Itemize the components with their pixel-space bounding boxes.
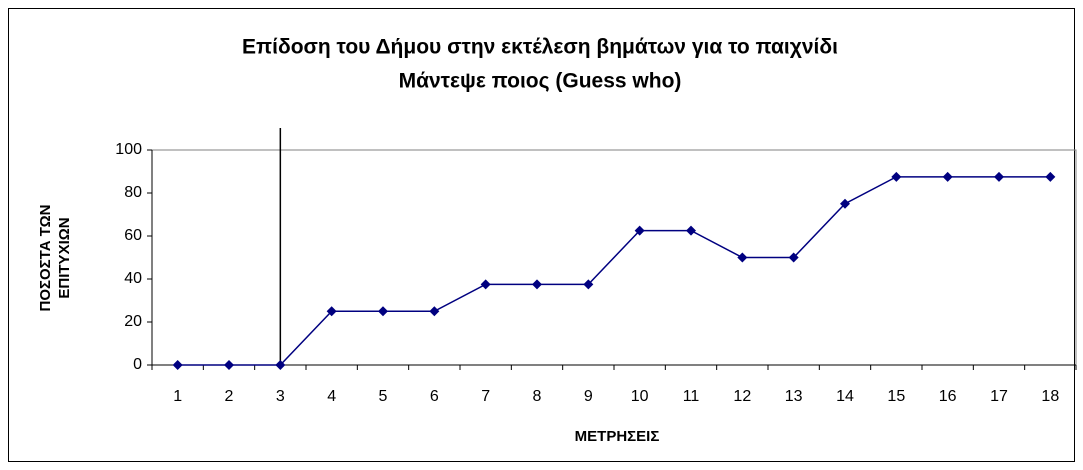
marker	[275, 360, 286, 370]
x-tick-label: 8	[533, 388, 542, 405]
y-tick-label: 20	[124, 313, 142, 330]
marker	[788, 252, 799, 263]
marker	[583, 279, 594, 290]
marker	[942, 171, 953, 182]
x-tick-label: 13	[785, 388, 803, 405]
marker	[326, 306, 337, 317]
marker	[224, 360, 234, 370]
x-tick-label: 10	[631, 388, 649, 405]
x-tick-label: 1	[173, 388, 182, 405]
y-tick-label: 0	[133, 356, 142, 373]
marker	[429, 306, 440, 317]
chart-title: Επίδοση του Δήμου στην εκτέλεση βημάτων …	[242, 36, 838, 59]
plot-border	[152, 149, 1077, 365]
marker	[172, 360, 183, 370]
x-tick-label: 9	[584, 388, 593, 405]
marker	[737, 252, 748, 263]
x-tick-label: 12	[733, 388, 751, 405]
series-line	[177, 176, 1051, 366]
y-axis-title: ΠΟΣΟΣΤΑ ΤΩΝ	[37, 205, 54, 312]
chart-title: Μάντεψε ποιος (Guess who)	[399, 70, 682, 93]
x-tick-label: 5	[379, 388, 388, 405]
x-tick-label: 4	[327, 388, 336, 405]
y-tick-label: 40	[124, 270, 142, 287]
marker	[994, 171, 1004, 182]
marker	[1045, 171, 1056, 182]
y-tick-label: 100	[115, 141, 142, 158]
x-axis-title: ΜΕΤΡΗΣΕΙΣ	[575, 428, 660, 445]
marker	[891, 171, 902, 182]
marker	[532, 279, 542, 290]
marker	[480, 279, 491, 290]
x-tick-label: 14	[836, 388, 854, 405]
y-tick-label: 80	[124, 184, 142, 201]
x-tick-label: 18	[1041, 388, 1059, 405]
y-tick-label: 60	[124, 227, 142, 244]
marker	[686, 225, 696, 236]
x-tick-label: 16	[939, 388, 957, 405]
marker	[378, 306, 388, 317]
x-tick-label: 7	[481, 388, 490, 405]
x-tick-label: 6	[430, 388, 439, 405]
y-axis-title: ΕΠΙΤΥΧΙΩΝ	[56, 217, 73, 298]
chart-frame	[8, 8, 1075, 462]
marker	[840, 198, 850, 209]
x-tick-label: 3	[276, 388, 285, 405]
x-tick-label: 2	[225, 388, 234, 405]
x-tick-label: 17	[990, 388, 1008, 405]
x-tick-label: 11	[683, 388, 700, 405]
marker	[634, 225, 645, 236]
x-tick-label: 15	[887, 388, 905, 405]
